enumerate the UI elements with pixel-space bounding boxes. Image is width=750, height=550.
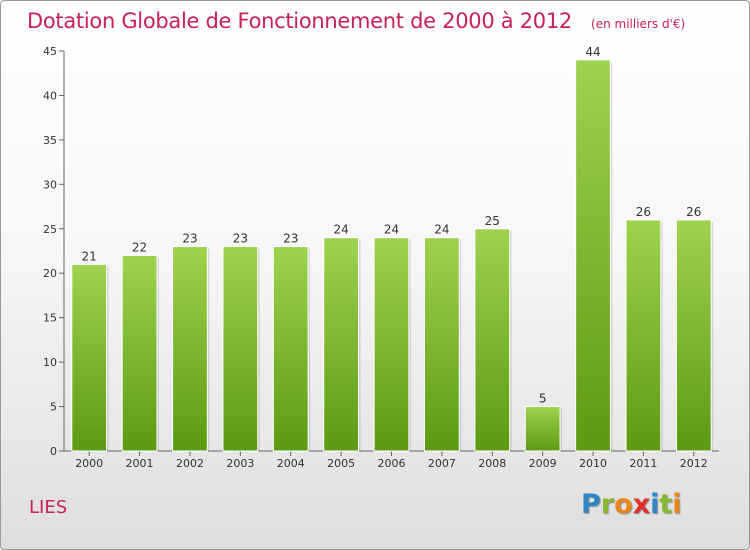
x-tick-label-2009: 2009 [529,457,557,470]
logo-letter: i [650,489,660,520]
data-label-2007: 24 [434,223,449,237]
x-tick-label-2008: 2008 [478,457,506,470]
logo-letter: i [672,489,682,520]
bar-2010 [575,59,611,452]
title-row: Dotation Globale de Fonctionnement de 20… [27,9,685,33]
x-tick-label-2010: 2010 [579,457,607,470]
logo-letter: t [659,489,673,520]
data-label-2002: 23 [182,232,197,246]
chart-axes: 0 5 10 15 20 25 30 35 40 45 2000 2001 2002 2003 2004 20… [43,45,719,470]
data-label-2003: 23 [233,232,248,246]
bar-2003 [222,246,259,452]
y-tick-label: 45 [43,45,57,58]
logo-letter: P [581,489,601,520]
x-tick-label-2011: 2011 [629,457,657,470]
bar-2011 [625,219,662,452]
y-tick-label: 15 [43,312,57,325]
data-label-2006: 24 [384,223,399,237]
x-tick-label-2012: 2012 [680,457,708,470]
x-tick-label-2007: 2007 [428,457,456,470]
x-tick-label-2001: 2001 [126,457,154,470]
data-label-2012: 26 [686,205,701,219]
x-tick-label-2006: 2006 [378,457,406,470]
y-tick-label: 10 [43,356,57,369]
bar-2008 [474,228,511,452]
y-tick-label: 0 [50,445,57,458]
proxiti-logo: Proxiti [581,489,682,520]
bar-2007 [424,237,460,452]
bar-2006 [373,237,410,452]
bar-2002 [172,246,208,452]
chart-data-labels: 21 22 23 23 23 24 24 24 25 5 44 26 26 [82,45,702,406]
logo-letter: x [632,489,651,520]
y-tick-label: 25 [43,223,57,236]
data-label-2008: 25 [485,214,500,228]
data-label-2009: 5 [539,392,547,406]
data-label-2004: 23 [283,232,298,246]
bar-2009 [524,406,561,452]
bar-2012 [675,219,712,452]
bar-2000 [71,263,108,452]
data-label-2001: 22 [132,240,147,254]
data-label-2005: 24 [333,223,348,237]
chart-subtitle: (en milliers d'€) [591,17,686,31]
y-tick-label: 40 [43,89,57,102]
logo-letter: o [614,489,633,520]
bar-2001 [121,254,158,452]
chart-bars [71,59,714,452]
x-tick-label-2000: 2000 [75,457,103,470]
x-tick-label-2002: 2002 [176,457,204,470]
y-tick-label: 30 [43,178,57,191]
bar-2005 [323,237,359,452]
data-label-2000: 21 [82,249,97,263]
chart-title: Dotation Globale de Fonctionnement de 20… [27,9,572,33]
y-tick-label: 20 [43,267,57,280]
commune-name: LIES [29,497,68,518]
bar-2004 [272,246,309,452]
y-tick-label: 35 [43,134,57,147]
data-label-2011: 26 [636,205,651,219]
x-tick-label-2004: 2004 [277,457,305,470]
x-tick-label-2005: 2005 [327,457,355,470]
y-tick-label: 5 [50,401,57,414]
x-tick-label-2003: 2003 [226,457,254,470]
data-label-2010: 44 [585,45,600,59]
logo-letter: r [600,489,615,520]
